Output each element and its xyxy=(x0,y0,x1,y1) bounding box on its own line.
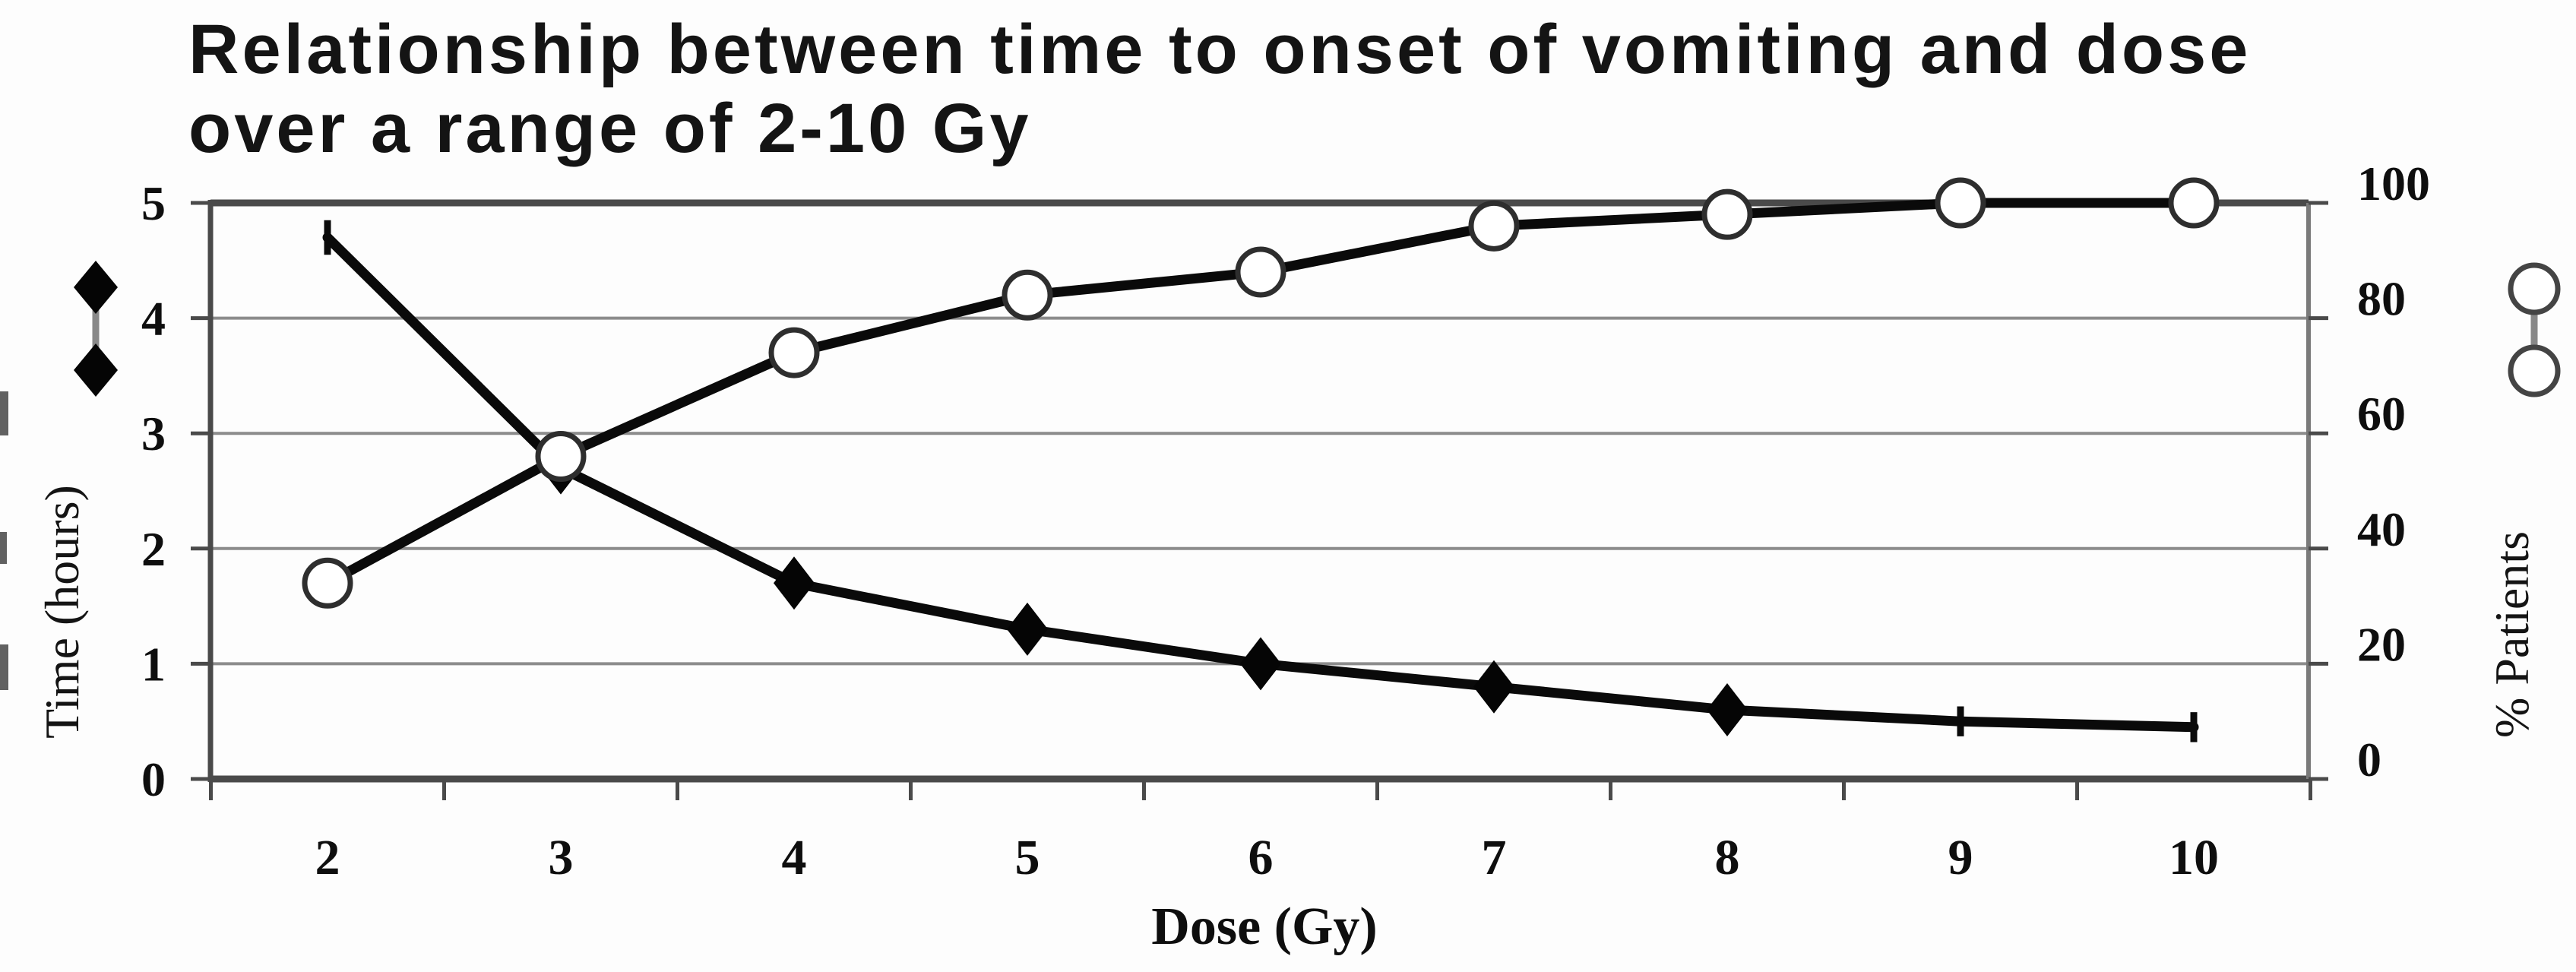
left-axis-tick-label: 4 xyxy=(141,292,166,346)
right-axis-tick-label: 100 xyxy=(2357,157,2430,211)
right-axis-tick-label: 60 xyxy=(2357,387,2406,441)
diamond-marker xyxy=(1473,660,1514,714)
x-axis-tick-label: 10 xyxy=(2169,830,2219,885)
x-axis-tick-label: 7 xyxy=(1482,830,1507,885)
right-axis-tick-label: 40 xyxy=(2357,502,2406,556)
axes xyxy=(207,200,2311,783)
x-axis-tick-label: 4 xyxy=(782,830,807,885)
circle-marker xyxy=(302,557,353,609)
data-series xyxy=(302,177,2220,742)
circle-marker xyxy=(1701,188,1753,240)
legend-patients-series-circle-icon xyxy=(2508,262,2561,397)
x-axis-tick-label: 5 xyxy=(1015,830,1040,885)
diamond-marker xyxy=(1240,637,1281,691)
left-axis-tick-label: 5 xyxy=(141,176,166,230)
x-axis-tick-label: 6 xyxy=(1248,830,1274,885)
circle-marker xyxy=(1235,246,1286,298)
left-axis-tick-label: 1 xyxy=(141,637,166,691)
chart-title-line1: Relationship between time to onset of vo… xyxy=(188,11,2251,88)
circle-marker xyxy=(1002,269,1053,321)
circle-marker xyxy=(2168,177,2220,229)
right-axis-title: % Patients xyxy=(2485,531,2539,738)
x-axis-tick-label: 9 xyxy=(1948,830,1973,885)
right-axis-tick-label: 20 xyxy=(2357,617,2406,671)
axis-ticks xyxy=(191,201,2328,800)
x-axis-tick-label: 3 xyxy=(549,830,574,885)
left-axis-tick-label: 2 xyxy=(141,522,166,576)
diamond-marker xyxy=(1707,683,1748,737)
circle-marker xyxy=(1935,177,1986,229)
circle-marker xyxy=(1468,200,1520,252)
x-axis-tick-label: 2 xyxy=(315,830,340,885)
circle-marker xyxy=(768,327,820,378)
diamond-marker xyxy=(1007,602,1048,656)
edge-artifact xyxy=(0,391,8,690)
right-axis-tick-label: 0 xyxy=(2357,733,2381,787)
chart-title-line2: over a range of 2-10 Gy xyxy=(188,90,1032,167)
right-axis-tick-label: 80 xyxy=(2357,272,2406,326)
tick-labels: 0 1 2 3 4 5 0 20 40 60 80 100 2 3 4 5 6 7 8 9 10 xyxy=(141,157,2430,885)
left-axis-title: Time (hours) xyxy=(35,485,89,739)
left-axis-tick-label: 0 xyxy=(141,752,166,806)
circle-marker xyxy=(535,431,587,483)
legend-time-series-diamond-icon xyxy=(74,261,118,397)
x-axis-tick-label: 8 xyxy=(1715,830,1740,885)
x-axis-title: Dose (Gy) xyxy=(1151,898,1377,956)
left-axis-tick-label: 3 xyxy=(141,407,166,461)
diamond-marker xyxy=(774,556,815,610)
